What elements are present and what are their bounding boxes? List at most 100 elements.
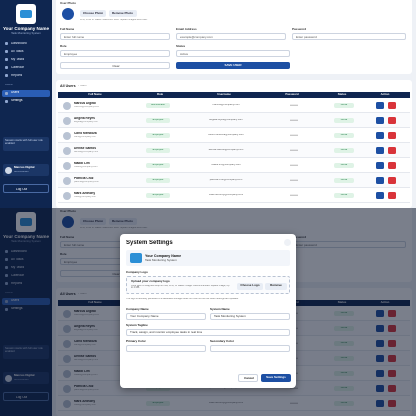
nav-item[interactable]: Calendar [11,65,24,69]
delete-button[interactable] [388,132,396,139]
field-input[interactable]: Employee [60,50,170,57]
user-email: maddi@company.com [74,166,98,168]
remove-logo-label: Remove [270,284,282,288]
role-text: Employee [152,149,164,151]
nav-item[interactable]: My Tasks [11,57,25,61]
storage-note: The logo is securely persisted to a dedi… [126,298,239,300]
field-label: Company Name [126,308,149,311]
nav-item[interactable]: Reports [11,73,23,77]
status-text: Active [340,164,348,166]
user-name: Carlo Mendoza [74,131,97,135]
delete-button[interactable] [388,147,396,154]
nav-item[interactable]: Users [11,91,20,94]
password: •••••••• [290,193,298,197]
edit-button[interactable] [376,162,384,169]
status-text: Active [340,194,348,196]
edit-button[interactable] [376,177,384,184]
field-input[interactable]: example@company.com [176,33,286,40]
role-text: Employee [152,164,164,166]
row-avatar [63,101,71,110]
user-name: Angela Reyes [74,116,95,120]
role-text: Employee [152,119,164,121]
edit-button[interactable] [376,102,384,109]
remove-photo[interactable]: Remove Photo [109,10,137,17]
avatar [5,166,12,174]
choose-photo[interactable]: Choose Photo [80,10,106,17]
status-badge: Active [334,118,354,123]
save-settings-label: Save Settings [266,376,286,380]
role-text: Employee [152,179,164,181]
delete-button[interactable] [388,162,396,169]
table-header [58,92,410,98]
field-value: Enter full name [64,35,85,39]
edit-button[interactable] [376,192,384,199]
nav-icon [5,66,8,69]
field-label: System Tagline [126,324,148,327]
field-input[interactable]: Your Company Name [126,312,206,320]
close-button[interactable] [284,239,291,246]
field-label: Password [292,28,307,31]
delete-button[interactable] [388,102,396,109]
row-avatar [63,161,71,170]
clear-button[interactable]: Clear [60,62,170,69]
nav-icon [5,99,8,103]
user-name: Marcus Digital [14,166,35,169]
field-input[interactable]: Track, assign, and monitor employee task… [126,328,290,336]
notice: Session starts with full user role enabl… [3,137,49,151]
role-badge: Employee [146,118,170,123]
row-avatar [63,131,71,140]
status-badge: Active [334,133,354,138]
field-input[interactable]: Task Monitoring System [210,312,290,320]
field-input[interactable] [126,344,206,352]
delete-button[interactable] [388,177,396,184]
nav-item[interactable]: Settings [11,99,23,102]
logout-button[interactable]: Log Out [3,184,49,193]
photo-label: User Photo [60,2,77,5]
row-avatar [63,146,71,155]
choose-photo-label: Choose Photo [83,11,104,15]
field-input[interactable]: Enter password [292,33,406,40]
field-label: Secondary Color [210,340,235,343]
preview-logo [130,253,142,263]
status-badge: Active [334,148,354,153]
role-badge: Employee [146,148,170,153]
edit-button[interactable] [376,132,384,139]
upload-hint: Click here to drag and drop a PNG, JPG, … [131,284,230,290]
field-input[interactable]: Active [176,50,290,57]
username: angela.reyes@company.com [209,118,243,121]
field-input[interactable]: Enter full name [60,33,170,40]
user-email: marcus@company.com [74,106,99,108]
table-title: All Users [60,84,76,88]
nav-item[interactable]: All Tasks [11,49,24,53]
column-header: Password [285,93,299,97]
edit-button[interactable] [376,147,384,154]
edit-button[interactable] [376,117,384,124]
field-input[interactable] [210,344,290,352]
username: patricia.cruz@company.com [209,178,243,181]
save-settings-button[interactable]: Save Settings [261,374,291,382]
role-text: Employee [152,134,164,136]
remove-logo[interactable]: Remove [265,282,287,290]
choose-logo[interactable]: Choose Logo [237,282,263,290]
field-label: System Name [210,308,230,311]
logo-upload[interactable]: Upload your company logo Click here to dr… [126,276,290,294]
delete-button[interactable] [388,192,396,199]
status-text: Active [340,119,348,121]
nav-icon [5,91,8,95]
user-email: mark@company.com [74,196,97,198]
field-value: Enter password [296,35,317,39]
cancel-button[interactable]: Cancel [238,374,258,382]
section-label: Company Logo [126,271,148,274]
password: •••••••• [290,133,298,137]
nav-item[interactable]: Dashboard [11,41,27,45]
field-label: Status [176,45,186,48]
field-label: Role [60,45,67,48]
user-email: patricia@company.com [74,181,99,183]
delete-button[interactable] [388,117,396,124]
nav-icon [5,74,8,77]
save-user-button[interactable]: SAVE USER [176,62,290,69]
active-nav [2,89,50,97]
